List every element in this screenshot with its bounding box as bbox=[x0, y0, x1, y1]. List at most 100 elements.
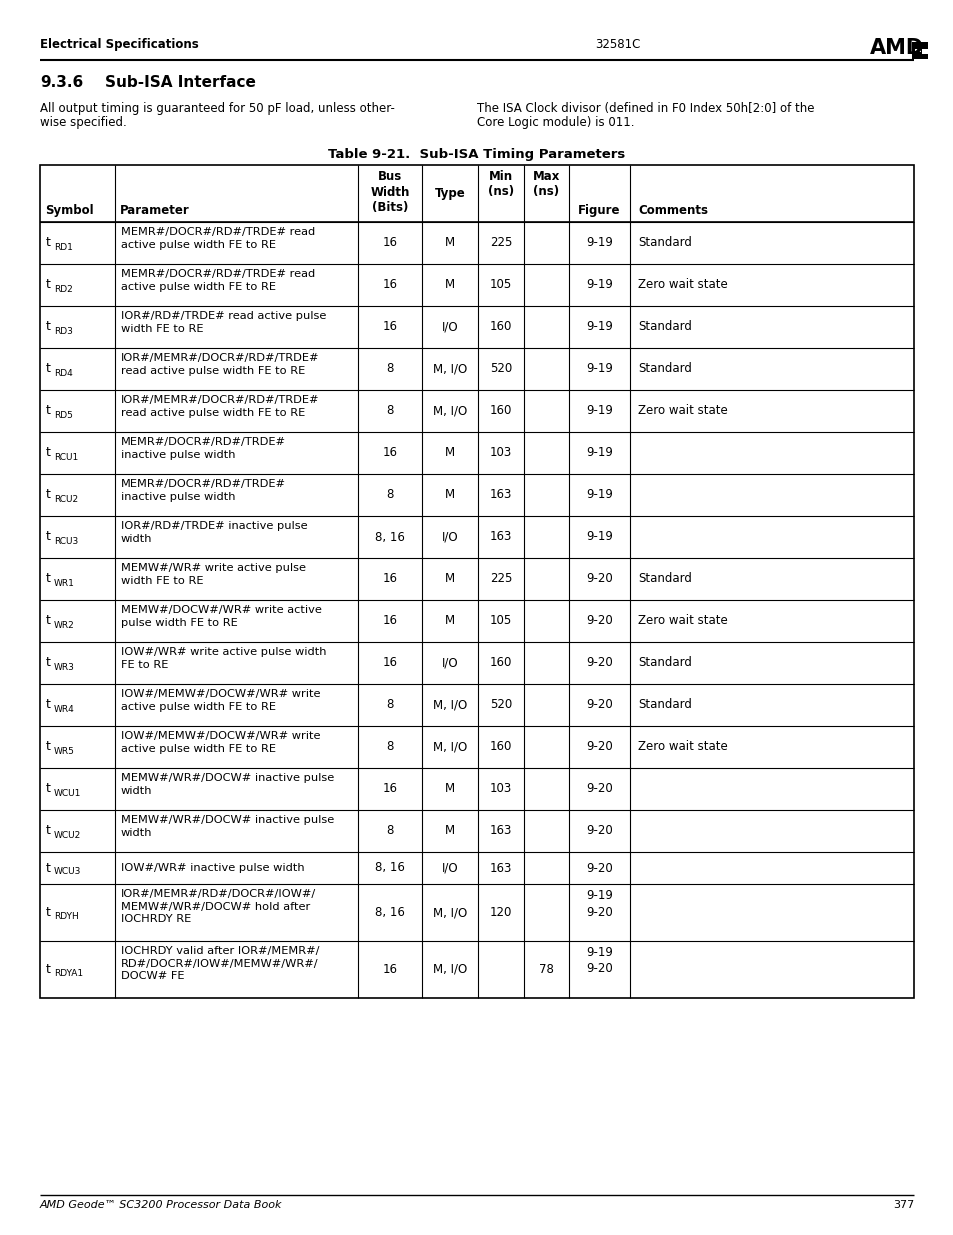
Text: 225: 225 bbox=[489, 236, 512, 249]
Text: 8: 8 bbox=[386, 699, 394, 711]
Text: MEMR#/DOCR#/RD#/TRDE# read
active pulse width FE to RE: MEMR#/DOCR#/RD#/TRDE# read active pulse … bbox=[121, 269, 314, 291]
Text: 8, 16: 8, 16 bbox=[375, 906, 404, 919]
Text: WR3: WR3 bbox=[54, 662, 74, 672]
Text: The ISA Clock divisor (defined in F0 Index 50h[2:0] of the: The ISA Clock divisor (defined in F0 Ind… bbox=[476, 103, 814, 115]
Text: 225: 225 bbox=[489, 573, 512, 585]
Text: 78: 78 bbox=[538, 963, 554, 976]
Text: IOR#/MEMR#/RD#/DOCR#/IOW#/
MEMW#/WR#/DOCW# hold after
IOCHRDY RE: IOR#/MEMR#/RD#/DOCR#/IOW#/ MEMW#/WR#/DOC… bbox=[121, 889, 315, 924]
Text: RDYA1: RDYA1 bbox=[54, 969, 83, 978]
Text: WR4: WR4 bbox=[54, 704, 74, 714]
Text: 9-19: 9-19 bbox=[585, 531, 612, 543]
Text: Zero wait state: Zero wait state bbox=[638, 405, 727, 417]
Text: 105: 105 bbox=[489, 279, 512, 291]
Text: M: M bbox=[444, 573, 455, 585]
Text: M, I/O: M, I/O bbox=[433, 405, 467, 417]
Text: 16: 16 bbox=[382, 279, 397, 291]
Text: I/O: I/O bbox=[441, 862, 457, 874]
Text: t: t bbox=[46, 573, 51, 585]
Text: 9-20: 9-20 bbox=[585, 615, 612, 627]
Text: M, I/O: M, I/O bbox=[433, 963, 467, 976]
Text: WCU3: WCU3 bbox=[54, 867, 81, 877]
Text: 8: 8 bbox=[386, 489, 394, 501]
Text: 163: 163 bbox=[489, 862, 512, 874]
Text: RCU1: RCU1 bbox=[54, 452, 78, 462]
Text: t: t bbox=[46, 699, 51, 711]
Text: t: t bbox=[46, 906, 51, 919]
Text: Parameter: Parameter bbox=[120, 204, 190, 217]
Text: M: M bbox=[444, 825, 455, 837]
Text: 103: 103 bbox=[489, 783, 512, 795]
Text: 9-19: 9-19 bbox=[585, 236, 612, 249]
Text: I/O: I/O bbox=[441, 321, 457, 333]
Text: Sub-ISA Interface: Sub-ISA Interface bbox=[105, 75, 255, 90]
Polygon shape bbox=[911, 42, 927, 59]
Text: M: M bbox=[444, 489, 455, 501]
Text: 160: 160 bbox=[489, 741, 512, 753]
Text: MEMR#/DOCR#/RD#/TRDE#
inactive pulse width: MEMR#/DOCR#/RD#/TRDE# inactive pulse wid… bbox=[121, 479, 286, 501]
Text: Zero wait state: Zero wait state bbox=[638, 741, 727, 753]
Text: IOCHRDY valid after IOR#/MEMR#/
RD#/DOCR#/IOW#/MEMW#/WR#/
DOCW# FE: IOCHRDY valid after IOR#/MEMR#/ RD#/DOCR… bbox=[121, 946, 319, 981]
Text: t: t bbox=[46, 531, 51, 543]
Text: Zero wait state: Zero wait state bbox=[638, 279, 727, 291]
Text: All output timing is guaranteed for 50 pF load, unless other-: All output timing is guaranteed for 50 p… bbox=[40, 103, 395, 115]
Text: M, I/O: M, I/O bbox=[433, 363, 467, 375]
Text: Table 9-21.  Sub-ISA Timing Parameters: Table 9-21. Sub-ISA Timing Parameters bbox=[328, 148, 625, 161]
Polygon shape bbox=[914, 49, 920, 52]
Text: 9-19: 9-19 bbox=[585, 405, 612, 417]
Text: Standard: Standard bbox=[638, 573, 691, 585]
Text: AMD Geode™ SC3200 Processor Data Book: AMD Geode™ SC3200 Processor Data Book bbox=[40, 1200, 282, 1210]
Text: Zero wait state: Zero wait state bbox=[638, 615, 727, 627]
Text: Standard: Standard bbox=[638, 657, 691, 669]
Text: wise specified.: wise specified. bbox=[40, 116, 127, 128]
Text: 9-20: 9-20 bbox=[585, 699, 612, 711]
Text: Symbol: Symbol bbox=[45, 204, 93, 217]
Text: 8, 16: 8, 16 bbox=[375, 862, 404, 874]
Text: Standard: Standard bbox=[638, 236, 691, 249]
Text: MEMR#/DOCR#/RD#/TRDE#
inactive pulse width: MEMR#/DOCR#/RD#/TRDE# inactive pulse wid… bbox=[121, 437, 286, 459]
Text: t: t bbox=[46, 279, 51, 291]
Text: 163: 163 bbox=[489, 489, 512, 501]
Text: Min
(ns): Min (ns) bbox=[487, 170, 514, 199]
Text: IOR#/MEMR#/DOCR#/RD#/TRDE#
read active pulse width FE to RE: IOR#/MEMR#/DOCR#/RD#/TRDE# read active p… bbox=[121, 353, 319, 375]
Text: 9-20: 9-20 bbox=[585, 657, 612, 669]
Text: 163: 163 bbox=[489, 531, 512, 543]
Text: 16: 16 bbox=[382, 321, 397, 333]
Text: t: t bbox=[46, 447, 51, 459]
Text: M: M bbox=[444, 615, 455, 627]
Text: M, I/O: M, I/O bbox=[433, 906, 467, 919]
Text: WR1: WR1 bbox=[54, 578, 74, 588]
Text: 9-20: 9-20 bbox=[585, 862, 612, 874]
Text: M: M bbox=[444, 236, 455, 249]
Text: 103: 103 bbox=[489, 447, 512, 459]
Text: 16: 16 bbox=[382, 963, 397, 976]
Text: I/O: I/O bbox=[441, 657, 457, 669]
Text: AMD: AMD bbox=[869, 38, 923, 58]
Text: RCU3: RCU3 bbox=[54, 536, 78, 546]
Text: RD1: RD1 bbox=[54, 242, 72, 252]
Text: IOR#/RD#/TRDE# read active pulse
width FE to RE: IOR#/RD#/TRDE# read active pulse width F… bbox=[121, 311, 326, 333]
Text: Electrical Specifications: Electrical Specifications bbox=[40, 38, 198, 51]
Text: 16: 16 bbox=[382, 573, 397, 585]
Text: 8: 8 bbox=[386, 825, 394, 837]
Text: M: M bbox=[444, 279, 455, 291]
Text: MEMW#/WR# write active pulse
width FE to RE: MEMW#/WR# write active pulse width FE to… bbox=[121, 563, 306, 585]
Text: 120: 120 bbox=[489, 906, 512, 919]
Text: RD5: RD5 bbox=[54, 410, 72, 420]
Text: 9-20: 9-20 bbox=[585, 573, 612, 585]
Text: M, I/O: M, I/O bbox=[433, 699, 467, 711]
Text: RD4: RD4 bbox=[54, 368, 72, 378]
Text: 16: 16 bbox=[382, 783, 397, 795]
Text: t: t bbox=[46, 657, 51, 669]
Text: t: t bbox=[46, 489, 51, 501]
Text: M, I/O: M, I/O bbox=[433, 741, 467, 753]
Text: RCU2: RCU2 bbox=[54, 494, 78, 504]
Text: 8: 8 bbox=[386, 405, 394, 417]
Text: IOR#/RD#/TRDE# inactive pulse
width: IOR#/RD#/TRDE# inactive pulse width bbox=[121, 521, 307, 543]
Text: Bus
Width
(Bits): Bus Width (Bits) bbox=[370, 170, 409, 214]
Text: 9.3.6: 9.3.6 bbox=[40, 75, 83, 90]
Text: 377: 377 bbox=[892, 1200, 913, 1210]
Text: IOW#/WR# inactive pulse width: IOW#/WR# inactive pulse width bbox=[121, 863, 304, 873]
Text: 16: 16 bbox=[382, 615, 397, 627]
Text: IOW#/MEMW#/DOCW#/WR# write
active pulse width FE to RE: IOW#/MEMW#/DOCW#/WR# write active pulse … bbox=[121, 731, 320, 753]
Text: MEMR#/DOCR#/RD#/TRDE# read
active pulse width FE to RE: MEMR#/DOCR#/RD#/TRDE# read active pulse … bbox=[121, 227, 314, 249]
